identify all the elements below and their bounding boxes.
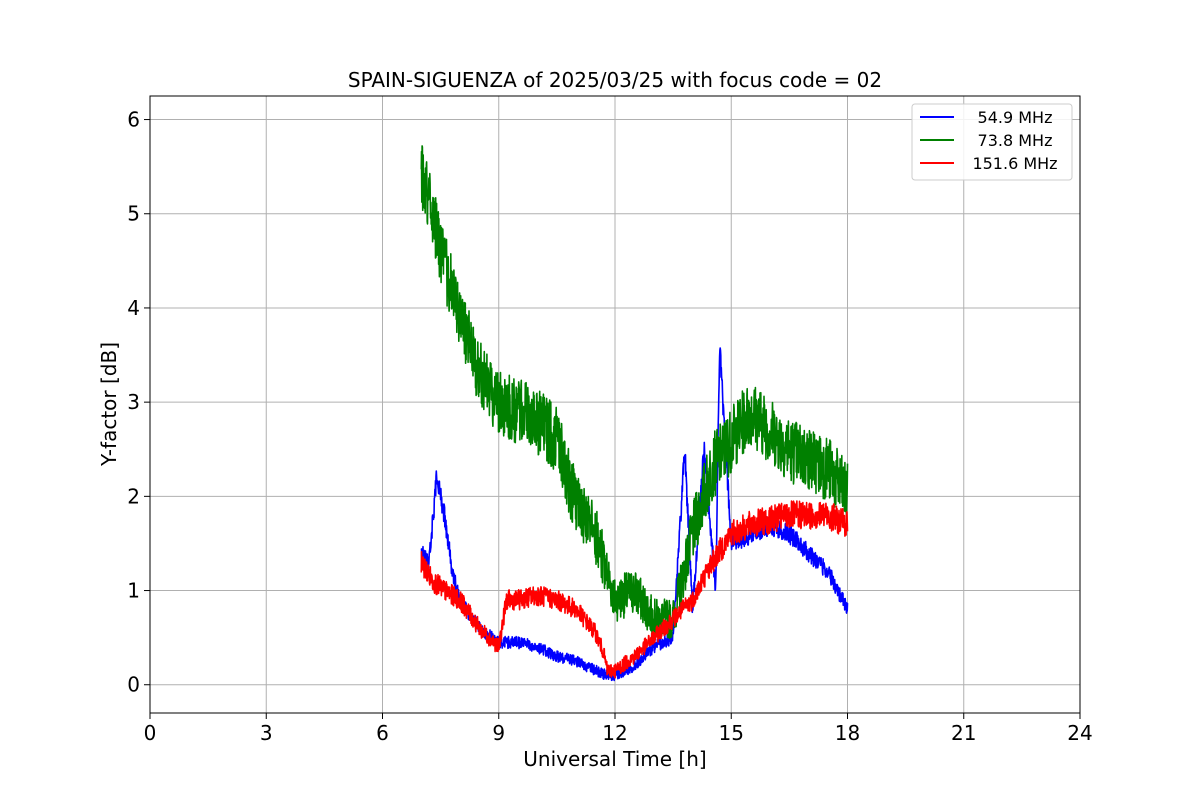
x-tick-label: 6 [376,721,389,745]
legend-label-series-1: 73.8 MHz [978,131,1053,150]
chart-title: SPAIN-SIGUENZA of 2025/03/25 with focus … [348,68,882,92]
y-tick-label: 3 [127,390,140,414]
x-tick-label: 12 [602,721,627,745]
series-line-2 [420,500,849,679]
legend-label-series-0: 54.9 MHz [978,108,1053,127]
x-tick-label: 0 [144,721,157,745]
y-tick-label: 5 [127,202,140,226]
y-tick-label: 0 [127,673,140,697]
x-tick-label: 18 [835,721,860,745]
x-tick-label: 9 [492,721,505,745]
y-tick-label: 4 [127,296,140,320]
series-layer [420,145,849,682]
x-axis-label: Universal Time [h] [523,747,706,771]
legend-label-series-2: 151.6 MHz [972,154,1057,173]
y-axis-label: Y-factor [dB] [97,342,121,467]
legend: 54.9 MHz 73.8 MHz 151.6 MHz [911,103,1073,181]
y-tick-label: 2 [127,484,140,508]
x-tick-label: 24 [1067,721,1092,745]
x-tick-label: 15 [719,721,744,745]
y-tick-label: 1 [127,579,140,603]
y-tick-label: 6 [127,108,140,132]
series-line-1 [420,145,849,640]
x-tick-label: 21 [951,721,976,745]
legend-box [911,103,1073,181]
x-tick-label: 3 [260,721,273,745]
